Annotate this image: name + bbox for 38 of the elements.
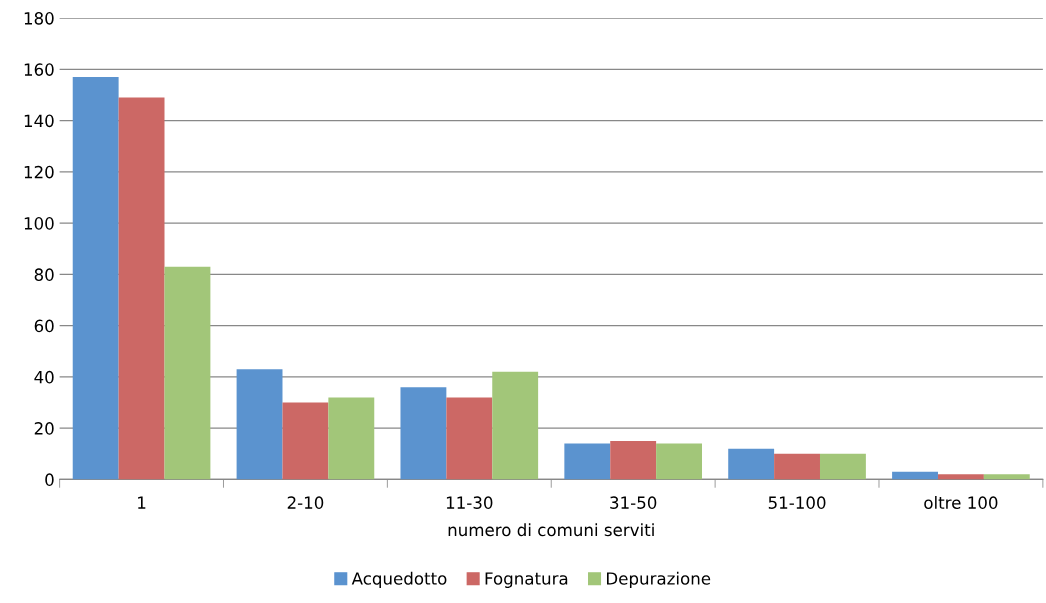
bar [492, 371, 539, 480]
x-tick-label: 31-50 [610, 496, 657, 509]
bar [282, 402, 329, 480]
bar [656, 443, 703, 480]
bar [400, 387, 447, 480]
bar [983, 474, 1030, 480]
x-tick-label: oltre 100 [924, 496, 998, 509]
y-tick-label: 120 [24, 165, 54, 179]
y-tick-label: 140 [24, 114, 54, 128]
legend-label: Fognatura [485, 572, 568, 588]
legend-label: Acquedotto [351, 571, 447, 588]
bar [728, 448, 775, 480]
bar [937, 474, 984, 480]
y-tick-label: 80 [34, 268, 54, 281]
x-tick-label: 1 [138, 496, 146, 509]
y-tick-label: 20 [34, 422, 54, 435]
bar [564, 443, 611, 480]
y-tick-label: 180 [24, 12, 54, 25]
y-tick-label: 160 [24, 63, 54, 76]
bar [328, 397, 375, 480]
y-tick-label: 60 [34, 319, 54, 333]
x-tick-label: 2-10 [287, 496, 324, 509]
y-tick-label: 0 [45, 473, 54, 486]
bar [610, 440, 657, 480]
x-tick-label: 11-30 [446, 496, 493, 509]
bar [164, 266, 211, 480]
y-tick-label: 40 [34, 370, 54, 384]
bar [118, 97, 165, 480]
x-tick-label: 51-100 [768, 496, 826, 509]
bar [72, 77, 119, 480]
x-axis-title: numero di comuni serviti [448, 523, 654, 537]
bar [446, 397, 493, 480]
bar [774, 453, 820, 480]
legend-label: Depurazione [607, 571, 711, 588]
bar [892, 471, 938, 480]
bar [819, 453, 866, 480]
bar [236, 369, 283, 480]
y-tick-label: 100 [24, 217, 54, 230]
